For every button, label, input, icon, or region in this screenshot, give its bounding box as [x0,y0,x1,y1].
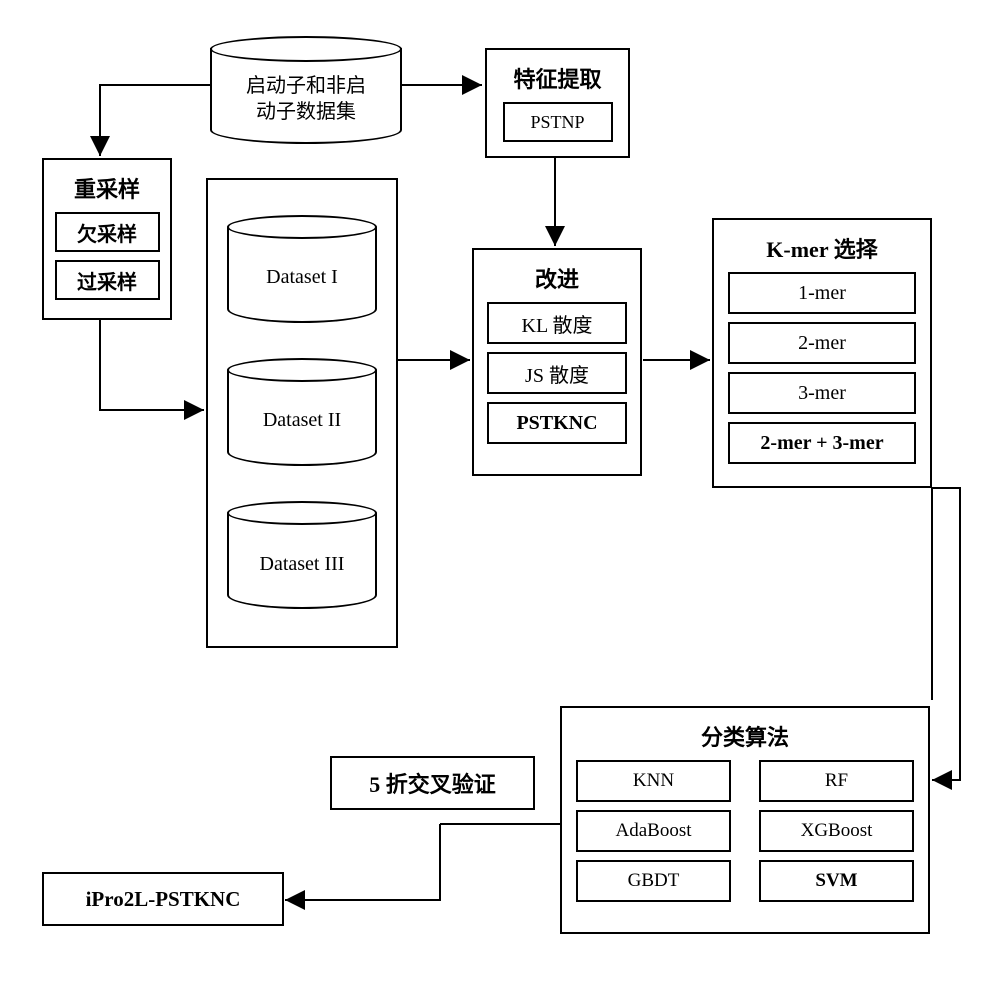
resample-title: 重采样 [74,172,140,204]
classify-left-2: GBDT [576,860,731,902]
improve-item-1: JS 散度 [487,352,627,394]
resample-item-0: 欠采样 [55,212,160,252]
feature-panel: 特征提取 PSTNP [485,48,630,158]
classify-title: 分类算法 [701,720,789,752]
final-label: iPro2L-PSTKNC [86,887,241,912]
classify-right-2: SVM [759,860,914,902]
kmer-item-3: 2-mer + 3-mer [728,422,916,464]
kmer-item-0: 1-mer [728,272,916,314]
dataset-2-cylinder: Dataset II [227,358,377,468]
improve-title: 改进 [535,262,579,294]
classify-panel: 分类算法 KNN AdaBoost GBDT RF XGBoost SVM [560,706,930,934]
resample-item-1: 过采样 [55,260,160,300]
classify-left-1: AdaBoost [576,810,731,852]
improve-panel: 改进 KL 散度 JS 散度 PSTKNC [472,248,642,476]
datasets-panel: Dataset I Dataset II Dataset III [206,178,398,648]
cv-box: 5 折交叉验证 [330,756,535,810]
improve-item-0: KL 散度 [487,302,627,344]
feature-item-0: PSTNP [503,102,613,142]
classify-left-0: KNN [576,760,731,802]
feature-title: 特征提取 [513,62,601,94]
kmer-title: K-mer 选择 [766,232,877,264]
kmer-item-1: 2-mer [728,322,916,364]
db-main-line1: 启动子和非启 [246,75,366,97]
dataset-3-label: Dataset III [260,553,345,576]
db-main-cylinder: 启动子和非启 动子数据集 [210,36,402,146]
kmer-item-2: 3-mer [728,372,916,414]
db-main-line2: 动子数据集 [256,101,356,123]
classify-right-0: RF [759,760,914,802]
cv-label: 5 折交叉验证 [369,767,496,799]
flowchart-canvas: 启动子和非启 动子数据集 重采样 欠采样 过采样 Dataset I Datas… [0,0,1000,988]
resample-panel: 重采样 欠采样 过采样 [42,158,172,320]
dataset-1-cylinder: Dataset I [227,215,377,325]
final-box: iPro2L-PSTKNC [42,872,284,926]
kmer-panel: K-mer 选择 1-mer 2-mer 3-mer 2-mer + 3-mer [712,218,932,488]
improve-item-2: PSTKNC [487,402,627,444]
dataset-3-cylinder: Dataset III [227,501,377,611]
classify-right-1: XGBoost [759,810,914,852]
dataset-2-label: Dataset II [263,409,341,432]
dataset-1-label: Dataset I [266,266,338,289]
